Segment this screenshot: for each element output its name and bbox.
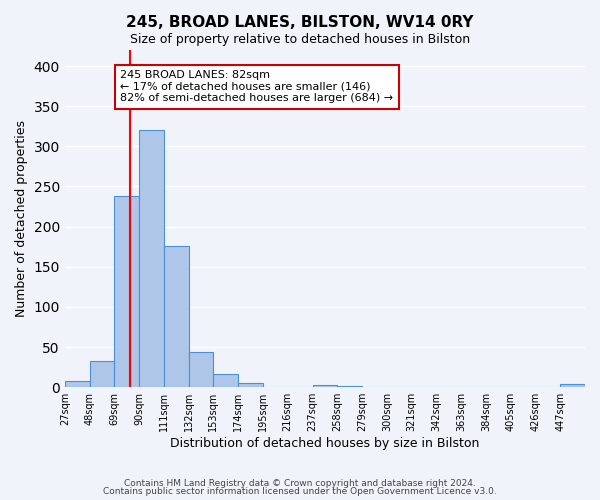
Bar	[337, 386, 362, 387]
Bar	[214, 374, 238, 387]
Bar	[139, 130, 164, 387]
Bar	[164, 246, 188, 387]
Bar	[65, 381, 89, 387]
Bar	[188, 352, 214, 387]
Text: 245, BROAD LANES, BILSTON, WV14 0RY: 245, BROAD LANES, BILSTON, WV14 0RY	[126, 15, 474, 30]
Bar	[313, 385, 337, 387]
Bar	[115, 196, 139, 387]
Text: Size of property relative to detached houses in Bilston: Size of property relative to detached ho…	[130, 32, 470, 46]
Text: 245 BROAD LANES: 82sqm
← 17% of detached houses are smaller (146)
82% of semi-de: 245 BROAD LANES: 82sqm ← 17% of detached…	[120, 70, 394, 103]
Bar	[89, 360, 115, 387]
X-axis label: Distribution of detached houses by size in Bilston: Distribution of detached houses by size …	[170, 437, 479, 450]
Bar	[238, 383, 263, 387]
Text: Contains HM Land Registry data © Crown copyright and database right 2024.: Contains HM Land Registry data © Crown c…	[124, 478, 476, 488]
Text: Contains public sector information licensed under the Open Government Licence v3: Contains public sector information licen…	[103, 487, 497, 496]
Y-axis label: Number of detached properties: Number of detached properties	[15, 120, 28, 317]
Bar	[560, 384, 585, 387]
